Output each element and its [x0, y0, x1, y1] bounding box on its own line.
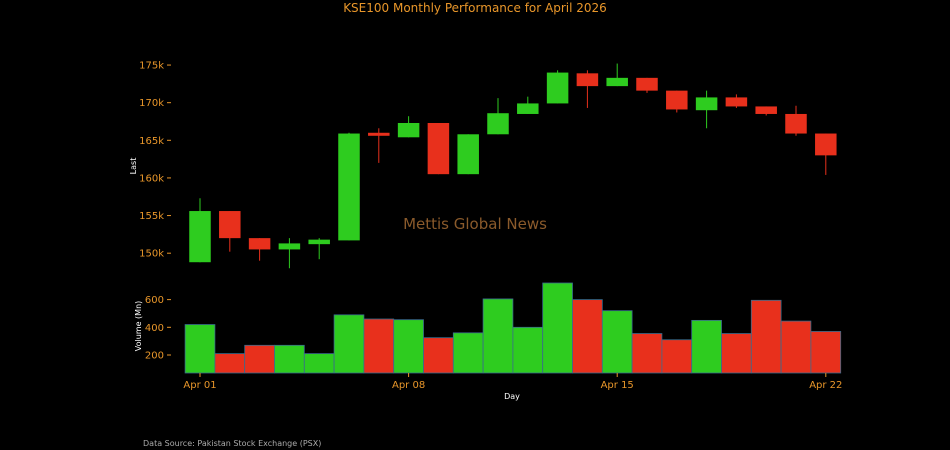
volume-tick-label: 400 — [145, 323, 164, 334]
volume-bar — [303, 353, 335, 374]
volume-bar — [184, 324, 216, 374]
volume-bar — [631, 333, 663, 374]
candle-body — [517, 103, 539, 114]
candle-body — [219, 211, 241, 239]
candle-body — [308, 239, 330, 245]
volume-bar — [482, 298, 514, 374]
price-panel: 150k 155k 160k 165k 170k 175k — [139, 61, 837, 269]
volume-bar — [691, 319, 722, 374]
candle-body — [636, 77, 658, 91]
candle-body — [278, 243, 301, 250]
candle-body — [427, 122, 450, 175]
volume-bar — [810, 331, 842, 374]
candle-body — [189, 211, 211, 263]
price-tick-label: 170k — [139, 98, 164, 109]
volume-panel: 200 400 600 — [145, 282, 842, 374]
volume-bar — [452, 332, 484, 374]
candle-body — [397, 122, 420, 138]
candle-body — [457, 134, 479, 175]
price-axis-label: Last — [129, 158, 138, 175]
volume-bar — [750, 299, 782, 374]
data-source-note: Data Source: Pakistan Stock Exchange (PS… — [143, 439, 321, 448]
candle-body — [576, 73, 599, 87]
volume-bar — [393, 319, 424, 374]
volume-bar — [512, 326, 544, 374]
volume-bar — [423, 337, 454, 374]
candle-body — [815, 133, 837, 156]
volume-bar — [661, 339, 693, 374]
candle-body — [666, 90, 688, 110]
price-tick-label: 150k — [139, 249, 164, 260]
x-tick-label: Apr 01 — [183, 380, 216, 391]
price-tick-label: 165k — [139, 136, 164, 147]
volume-bar — [363, 318, 395, 374]
candle-body — [338, 133, 360, 241]
x-axis-label: Day — [504, 392, 520, 401]
x-tick-label: Apr 08 — [392, 380, 425, 391]
volume-axis-label: Volume (Mn) — [134, 301, 143, 352]
volume-bar — [244, 344, 275, 374]
volume-tick-label: 200 — [145, 351, 164, 362]
candle-body — [695, 97, 718, 111]
candle-body — [606, 77, 628, 87]
volume-bar — [601, 310, 633, 374]
volume-bar — [214, 353, 246, 374]
price-tick-label: 155k — [139, 211, 164, 222]
x-axis: Apr 01 Apr 08 Apr 15 Apr 22 — [183, 373, 842, 391]
volume-bar — [721, 333, 752, 374]
volume-bar — [542, 282, 573, 374]
watermark-text: Mettis Global News — [403, 215, 547, 233]
candle-body — [368, 132, 390, 136]
candle-body — [546, 72, 569, 104]
price-tick-label: 160k — [139, 173, 164, 184]
candle-body — [785, 113, 807, 134]
x-tick-label: Apr 22 — [809, 380, 842, 391]
volume-bar — [572, 299, 603, 374]
candle-body — [755, 106, 777, 114]
candle-body — [725, 97, 748, 107]
x-tick-label: Apr 15 — [601, 380, 634, 391]
price-tick-label: 175k — [139, 61, 164, 72]
candle-body — [248, 238, 271, 250]
volume-bar — [274, 344, 305, 374]
volume-tick-label: 600 — [145, 295, 164, 306]
volume-bar — [333, 314, 365, 374]
chart-title: KSE100 Monthly Performance for April 202… — [343, 1, 607, 15]
volume-bar — [780, 320, 812, 374]
candle-body — [487, 113, 509, 135]
